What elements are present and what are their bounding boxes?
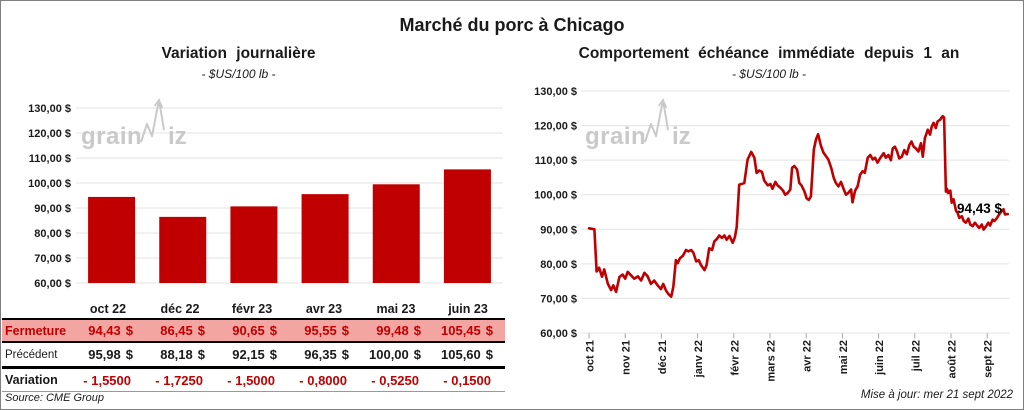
price-line bbox=[587, 114, 1010, 299]
price-table: oct 22 déc 22 févr 23 avr 23 mai 23 juin… bbox=[2, 299, 505, 392]
x-tick-label: août 22 bbox=[947, 340, 959, 379]
x-tick-label: févr 22 bbox=[729, 340, 741, 375]
currency-symbol: $ bbox=[485, 347, 493, 362]
currency-symbol: $ bbox=[341, 347, 349, 362]
variation-value: - 0,5250 bbox=[371, 372, 419, 388]
variation-value: - 0,8000 bbox=[299, 372, 347, 388]
currency-symbol: $ bbox=[125, 323, 133, 338]
table-row-fermeture: Fermeture 94,43 $ 86,45 $ 90,65 $ 95,55 $ 99… bbox=[2, 318, 505, 343]
watermark-text-left: grain bbox=[585, 123, 646, 150]
y-tick-label: 130,00 $ bbox=[534, 86, 577, 98]
currency-symbol: $ bbox=[197, 347, 205, 362]
precedent-value: 96,35 $ bbox=[304, 347, 349, 362]
fermeture-value: 86,45 $ bbox=[160, 323, 205, 338]
column-header: mai 23 bbox=[376, 301, 416, 316]
precedent-value: 88,18 $ bbox=[160, 347, 205, 362]
x-tick-label: nov 21 bbox=[621, 340, 633, 375]
precedent-value: 100,00 $ bbox=[369, 347, 421, 362]
watermark-arrow-icon bbox=[153, 98, 164, 109]
y-tick-label: 90,00 $ bbox=[540, 224, 577, 236]
column-header: oct 22 bbox=[89, 301, 127, 316]
y-tick-label: 70,00 $ bbox=[34, 253, 71, 265]
fermeture-value: 99,48 $ bbox=[376, 323, 421, 338]
fermeture-value: 105,45 $ bbox=[441, 323, 493, 338]
row-label-fermeture: Fermeture bbox=[5, 323, 67, 338]
fermeture-value: 95,55 $ bbox=[304, 323, 349, 338]
currency-symbol: $ bbox=[269, 347, 277, 362]
bar-chart-title: Variation journalière bbox=[161, 45, 316, 62]
line-chart-title: Comportement échéance immédiate depuis 1… bbox=[578, 45, 960, 62]
precedent-value: 105,60 $ bbox=[441, 347, 493, 362]
table-header-row: oct 22 déc 22 févr 23 avr 23 mai 23 juin… bbox=[2, 299, 505, 318]
y-tick-label: 60,00 $ bbox=[34, 278, 71, 290]
y-tick-label: 60,00 $ bbox=[540, 328, 577, 340]
x-tick-label: mars 22 bbox=[766, 340, 778, 382]
x-tick-label: mai 22 bbox=[838, 340, 850, 374]
row-label-variation: Variation bbox=[5, 373, 58, 387]
y-tick-label: 120,00 $ bbox=[28, 128, 71, 140]
watermark-zigzag-icon bbox=[644, 99, 669, 143]
currency-symbol: $ bbox=[125, 347, 133, 362]
x-tick-label: janv 22 bbox=[693, 340, 705, 378]
y-tick-label: 120,00 $ bbox=[534, 121, 577, 133]
source-note: Source: CME Group bbox=[5, 392, 105, 404]
watermark-text-left: grain bbox=[81, 123, 142, 150]
currency-symbol: $ bbox=[269, 323, 277, 338]
watermark-text-right: iz bbox=[168, 123, 187, 150]
x-tick-label: avr 22 bbox=[802, 340, 814, 372]
fermeture-value: 94,43 $ bbox=[88, 323, 133, 338]
watermark-text-right: iz bbox=[672, 123, 691, 150]
y-tick-label: 110,00 $ bbox=[535, 155, 577, 167]
currency-symbol: $ bbox=[485, 323, 493, 338]
watermark-arrow-icon bbox=[657, 98, 668, 109]
precedent-value: 92,15 $ bbox=[232, 347, 277, 362]
bar-chart-subtitle: - $US/100 lb - bbox=[201, 67, 276, 81]
y-tick-label: 80,00 $ bbox=[34, 228, 71, 240]
bar bbox=[372, 184, 420, 283]
y-tick-label: 90,00 $ bbox=[34, 203, 71, 215]
update-note: Mise à jour: mer 21 sept 2022 bbox=[860, 389, 1013, 401]
variation-value: - 1,7250 bbox=[155, 372, 203, 388]
y-tick-label: 130,00 $ bbox=[28, 103, 71, 115]
bar bbox=[230, 206, 278, 283]
variation-value: - 1,5000 bbox=[227, 372, 275, 388]
line-chart-subtitle: - $US/100 lb - bbox=[731, 67, 807, 81]
precedent-value: 95,98 $ bbox=[88, 347, 133, 362]
y-tick-label: 100,00 $ bbox=[28, 178, 71, 190]
bar bbox=[301, 194, 349, 283]
table-row-variation: Variation - 1,5500 - 1,7250 - 1,5000 - 0… bbox=[2, 369, 505, 392]
column-header: avr 23 bbox=[305, 301, 343, 316]
column-header: déc 22 bbox=[160, 301, 200, 316]
fermeture-value: 90,65 $ bbox=[232, 323, 277, 338]
currency-symbol: $ bbox=[413, 347, 421, 362]
currency-symbol: $ bbox=[197, 323, 205, 338]
row-label-precedent: Précédent bbox=[5, 348, 58, 361]
currency-symbol: $ bbox=[413, 323, 421, 338]
bar bbox=[443, 169, 491, 283]
last-value-annotation: 94,43 $ bbox=[957, 201, 1003, 216]
y-tick-label: 100,00 $ bbox=[534, 190, 577, 202]
currency-symbol: $ bbox=[341, 323, 349, 338]
variation-value: - 1,5500 bbox=[83, 372, 131, 388]
x-tick-label: déc 21 bbox=[657, 340, 669, 374]
bar bbox=[88, 196, 136, 283]
x-tick-label: oct 21 bbox=[585, 340, 597, 372]
y-tick-label: 80,00 $ bbox=[540, 259, 577, 271]
x-tick-label: sept 22 bbox=[983, 340, 995, 378]
y-tick-label: 110,00 $ bbox=[29, 153, 71, 165]
column-header: juin 23 bbox=[448, 301, 488, 316]
watermark-zigzag-icon bbox=[140, 99, 165, 143]
page-title: Marché du porc à Chicago bbox=[399, 15, 625, 35]
bar bbox=[159, 216, 207, 283]
x-tick-label: juin 22 bbox=[874, 340, 886, 376]
column-header: févr 23 bbox=[231, 301, 273, 316]
variation-value: - 0,1500 bbox=[443, 372, 491, 388]
y-tick-label: 70,00 $ bbox=[540, 293, 577, 305]
x-tick-label: juil 22 bbox=[910, 340, 922, 372]
table-row-precedent: Précédent 95,98 $ 88,18 $ 92,15 $ 96,35 $ 10… bbox=[2, 343, 505, 369]
